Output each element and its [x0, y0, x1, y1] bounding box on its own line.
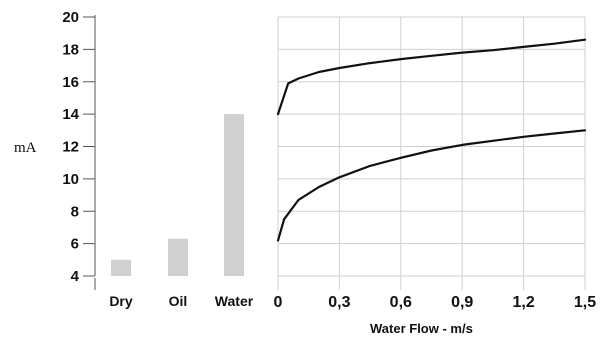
y-tick-label: 16 [62, 74, 79, 91]
bar [111, 259, 131, 276]
y-tick-label: 4 [71, 268, 80, 285]
bars [111, 114, 244, 276]
series-line-lower [276, 129, 587, 242]
x-tick-label: 1,2 [512, 294, 534, 311]
y-tick-label: 20 [62, 9, 79, 26]
y-tick-label: 14 [62, 106, 79, 123]
x-tick-label: 1,5 [574, 294, 596, 311]
y-tick-label: 10 [62, 171, 79, 188]
x-tick-label: 0,6 [390, 294, 412, 311]
y-tick-label: 18 [62, 41, 79, 58]
x-axis: Dry Oil Water 0 0,3 0,6 0,9 1,2 1,5 [94, 278, 596, 311]
x-tick-label: 0,9 [451, 294, 473, 311]
grid [277, 16, 586, 290]
y-tick-label: 12 [62, 139, 79, 156]
y-tick-label: 6 [71, 236, 79, 253]
bar [224, 114, 244, 276]
category-label: Water [215, 293, 254, 309]
category-label: Dry [109, 293, 133, 309]
lines [276, 38, 587, 242]
y-axis: 4 6 8 10 12 14 16 18 20 [62, 9, 96, 285]
x-tick-label: 0 [274, 294, 283, 311]
x-tick-label: 0,3 [328, 294, 350, 311]
bar [168, 238, 188, 276]
y-axis-label: mA [14, 140, 37, 156]
x-axis-label: Water Flow - m/s [370, 321, 473, 336]
series-line-upper [276, 38, 587, 116]
category-label: Oil [169, 293, 188, 309]
y-tick-label: 8 [71, 203, 79, 220]
